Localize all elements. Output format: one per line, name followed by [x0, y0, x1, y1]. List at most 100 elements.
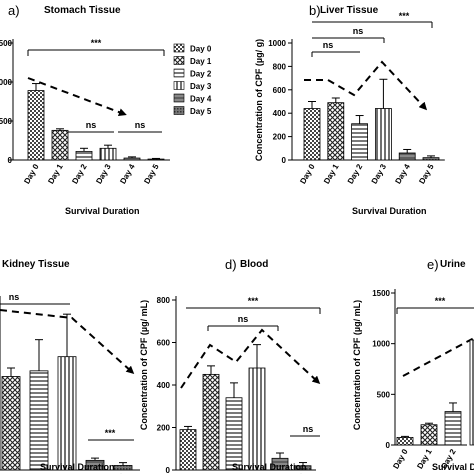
x-tick-label: Day 4	[118, 162, 137, 185]
bar-day-2	[351, 123, 369, 161]
x-tick-label: Day 1	[0, 472, 16, 474]
chart-title: Blood	[240, 259, 268, 270]
legend-label: Day 2	[190, 70, 212, 79]
panel-label: d)	[225, 257, 237, 272]
sig-label: ns	[135, 120, 146, 130]
sig-label: ns	[86, 120, 97, 130]
panel-label: a)	[8, 3, 20, 18]
legend-label: Day 0	[190, 45, 212, 54]
bar-day-3	[99, 147, 117, 161]
bar-day-2	[75, 151, 93, 161]
bar-day-1	[202, 373, 220, 471]
y-tick-label: 1000	[268, 39, 286, 48]
y-axis-label: Concentration of CPF (µg/ mL)	[352, 300, 362, 430]
sig-label: ns	[353, 26, 364, 36]
sig-label: ***	[399, 11, 410, 21]
bar-day-2	[225, 397, 243, 471]
bar-day-5	[147, 158, 165, 161]
x-tick-label: Day 1	[197, 472, 216, 474]
sig-label: ns	[303, 424, 314, 434]
x-tick-label: Day 0	[174, 472, 193, 474]
sig-label: ns	[9, 292, 20, 302]
trend-arrow	[180, 328, 321, 389]
legend-swatch	[173, 93, 185, 103]
trend-arrow	[0, 309, 135, 375]
bar-day-0	[179, 429, 197, 471]
bar-day-0	[303, 108, 321, 161]
y-tick-label: 400	[157, 381, 171, 390]
x-tick-label: Day 3	[370, 162, 389, 185]
sig-label: ns	[238, 314, 249, 324]
sig-label: ***	[248, 296, 259, 306]
x-tick-label: Day 0	[391, 447, 410, 470]
bar-day-1	[1, 376, 21, 471]
x-tick-label: Day 3	[53, 472, 72, 474]
x-axis-label: Survival Duration	[65, 206, 140, 216]
bar-partial	[469, 339, 474, 446]
y-tick-label: 800	[273, 62, 287, 71]
sig-label: ***	[435, 296, 446, 306]
y-tick-label: 600	[157, 339, 171, 348]
legend-swatch	[173, 68, 185, 78]
x-tick-label: Day 2	[25, 472, 44, 474]
x-tick-label: Day 3	[243, 472, 262, 474]
legend-label: Day 3	[190, 82, 212, 91]
legend-swatch	[173, 43, 185, 53]
legend-label: Day 1	[190, 57, 212, 66]
bar-day-5	[113, 465, 133, 471]
bar-day-0	[27, 90, 45, 161]
x-axis-label: Survival Duration	[40, 462, 115, 472]
y-tick-label: 400	[273, 109, 287, 118]
bar-day-3	[374, 108, 392, 161]
bar-day-1	[420, 424, 438, 446]
sig-label: ns	[323, 40, 334, 50]
y-tick-label: 0	[166, 466, 171, 474]
panel-label: e)	[427, 257, 439, 272]
y-tick-label: 1000	[372, 340, 390, 349]
x-tick-label: Day 2	[346, 162, 365, 185]
x-tick-label: Day 5	[142, 162, 161, 185]
panel-label: b)	[309, 3, 321, 18]
x-tick-label: Day 1	[46, 162, 65, 185]
y-tick-label: 0	[386, 441, 391, 450]
x-tick-label: Day 4	[393, 162, 412, 185]
y-tick-label: 0	[8, 156, 13, 165]
chart-title: Liver Tissue	[320, 5, 379, 16]
x-tick-label: Day 5	[109, 472, 128, 474]
x-tick-label: Day 1	[322, 162, 341, 185]
legend-swatch	[173, 81, 185, 90]
y-tick-label: 500	[377, 390, 391, 399]
x-axis-label: Survival Duration	[352, 206, 427, 216]
x-tick-label: Day 5	[289, 472, 308, 474]
y-axis-label: Concentration of CPF (µg/ g)	[254, 39, 264, 161]
y-tick-label: 800	[157, 296, 171, 305]
y-tick-label: 500	[0, 117, 13, 126]
bar-day-2	[444, 411, 462, 446]
trend-arrow	[402, 337, 474, 377]
x-tick-label: Day 0	[298, 162, 317, 185]
chart-title: Stomach Tissue	[44, 5, 121, 16]
legend-swatch	[173, 106, 185, 115]
legend-swatch	[173, 56, 185, 65]
sig-label: ***	[91, 38, 102, 48]
y-tick-label: 200	[273, 133, 287, 142]
x-axis-label: Survival D	[432, 462, 474, 472]
x-tick-label: Day 2	[220, 472, 239, 474]
bar-day-4	[123, 157, 141, 161]
bar-day-3	[57, 356, 77, 471]
y-tick-label: 1000	[0, 78, 13, 87]
chart-title: Urine	[440, 259, 466, 270]
bar-day-3	[248, 367, 266, 471]
x-tick-label: Day 4	[266, 472, 285, 474]
y-tick-label: 0	[282, 156, 287, 165]
legend-label: Day 5	[190, 107, 212, 116]
x-tick-label: Day 3	[94, 162, 113, 185]
x-tick-label: Day 0	[22, 162, 41, 185]
sig-label: ***	[105, 428, 116, 438]
bar-day-4	[398, 152, 416, 161]
bar-day-1	[51, 129, 69, 161]
chart-title: Kidney Tissue	[2, 259, 70, 270]
y-tick-label: 200	[157, 424, 171, 433]
bar-day-2	[29, 370, 49, 471]
